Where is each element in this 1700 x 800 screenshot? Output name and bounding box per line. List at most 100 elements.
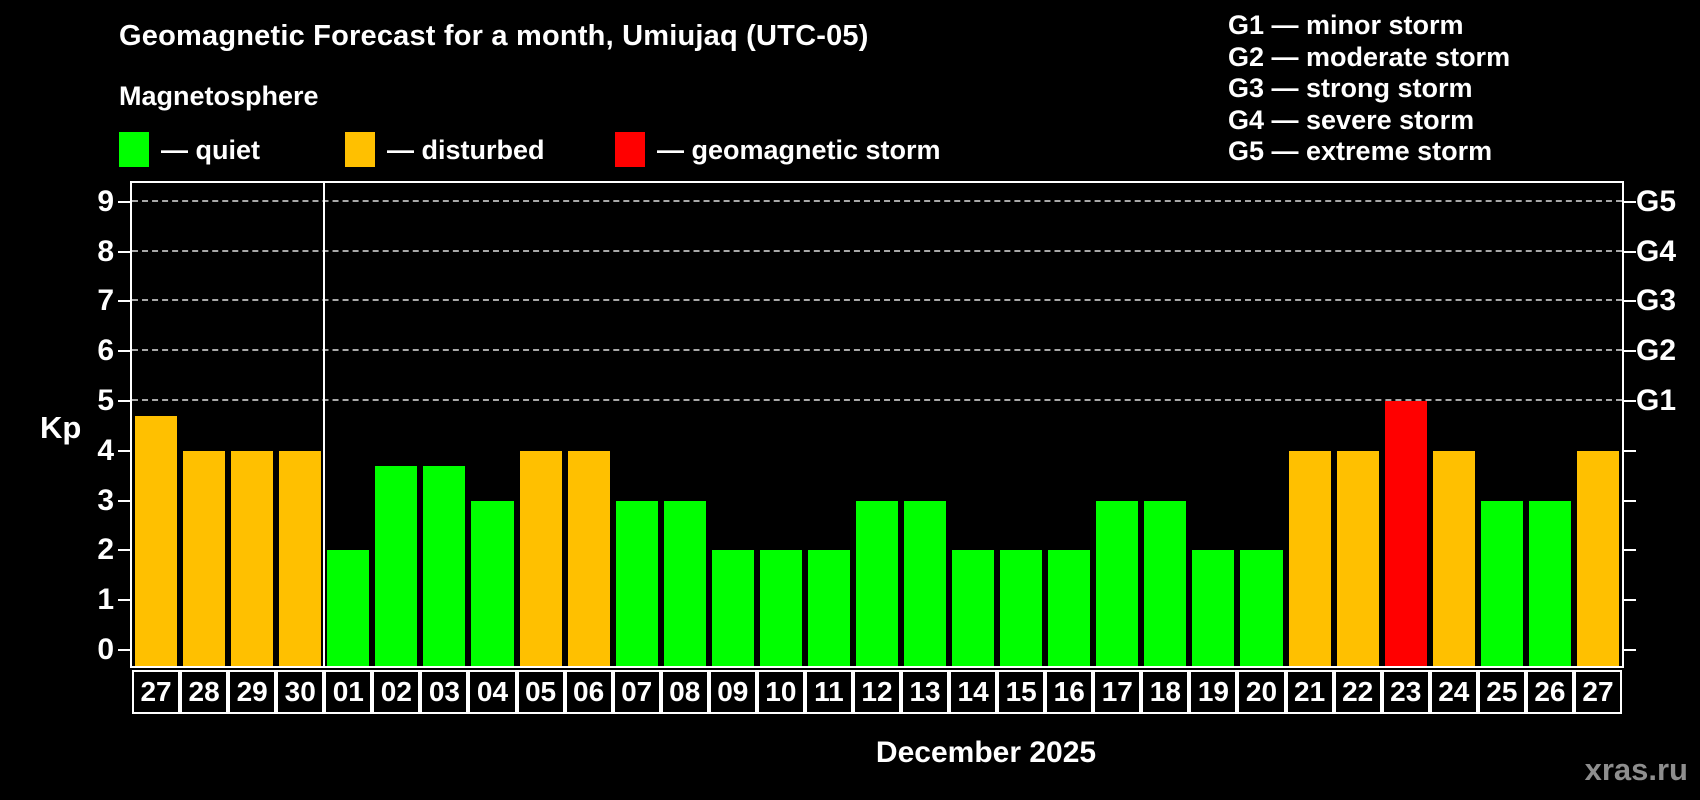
bar-day-03 [423, 465, 466, 666]
x-axis-day-labels: 27 28 29 30 01 02 03 04 05 06 07 08 09 10 11 12 13 14 15 16… [132, 670, 1624, 716]
right-axis-tick [1624, 350, 1636, 353]
bar-day-16 [1048, 550, 1091, 666]
day-label-17: 17 [1093, 670, 1142, 714]
chart-title: Geomagnetic Forecast for a month, Umiuja… [119, 20, 869, 52]
day-label-25: 25 [1477, 670, 1526, 714]
day-label-08: 08 [660, 670, 709, 714]
bar-day-22 [1336, 450, 1379, 666]
bar-day-11 [807, 550, 850, 666]
day-label-15: 15 [997, 670, 1046, 714]
month-separator-line [323, 183, 326, 666]
day-label-26: 26 [1525, 670, 1574, 714]
day-label-07: 07 [612, 670, 661, 714]
g-scale-legend: G1 — minor storm G2 — moderate storm G3 — … [1228, 10, 1510, 168]
bar-day-18 [1144, 500, 1187, 666]
gridline-kp8 [132, 249, 1622, 252]
y-tick-label-5: 5 [97, 384, 114, 417]
bar-day-02 [375, 465, 418, 666]
g-legend-line-1: G1 — minor storm [1228, 10, 1464, 40]
day-label-10: 10 [756, 670, 805, 714]
left-axis-tick [118, 300, 130, 303]
g-legend-line-4: G4 — severe storm [1228, 104, 1475, 135]
right-axis-tick [1624, 300, 1636, 303]
bar-day-20 [1240, 550, 1283, 666]
y-tick-label-6: 6 [97, 334, 114, 368]
g-axis-label-g5: G5 [1636, 184, 1677, 218]
day-label-02: 02 [372, 670, 421, 714]
day-label-29: 29 [228, 670, 277, 714]
bar-day-23 [1384, 401, 1427, 666]
day-label-11: 11 [804, 670, 853, 714]
bar-day-28 [183, 450, 226, 666]
day-label-20: 20 [1237, 670, 1286, 714]
bar-day-14 [952, 550, 995, 666]
day-label-13: 13 [901, 670, 950, 714]
day-label-03: 03 [420, 670, 469, 714]
right-axis-tick [1624, 649, 1636, 651]
bar-day-06 [567, 450, 610, 666]
y-tick-label-1: 1 [97, 583, 114, 617]
day-label-04: 04 [468, 670, 517, 714]
legend-label-storm: — geomagnetic storm [657, 135, 941, 165]
bar-day-29 [231, 450, 274, 666]
x-axis-title: December 2025 [875, 736, 1097, 769]
right-axis-tick [1624, 250, 1636, 253]
g-axis-label-g4: G4 [1636, 234, 1677, 268]
bar-day-27 [1576, 450, 1619, 666]
g-axis-label-g2: G2 [1636, 334, 1677, 368]
day-label-27: 27 [132, 670, 181, 714]
day-label-05: 05 [516, 670, 565, 714]
bar-day-15 [1000, 550, 1043, 666]
gridline-kp7 [132, 299, 1622, 302]
bar-day-24 [1432, 450, 1475, 666]
y-tick-label-0: 0 [97, 633, 114, 666]
bar-day-09 [711, 550, 754, 666]
g-axis-label-g1: G1 [1636, 384, 1677, 417]
left-axis-tick [118, 200, 130, 203]
right-axis-tick [1624, 499, 1636, 502]
y-tick-label-8: 8 [97, 234, 114, 268]
y-tick-label-9: 9 [97, 184, 114, 218]
g-legend-line-5: G5 — extreme storm [1228, 136, 1493, 166]
left-axis-tick [118, 499, 130, 502]
bar-day-25 [1480, 500, 1523, 666]
day-label-14: 14 [949, 670, 998, 714]
g-legend-line-3: G3 — strong storm [1228, 73, 1473, 103]
day-label-18: 18 [1141, 670, 1190, 714]
bar-day-27 [135, 415, 178, 666]
bar-day-12 [855, 500, 899, 666]
day-label-21: 21 [1285, 670, 1334, 714]
left-axis-tick [118, 350, 130, 353]
day-label-30: 30 [276, 670, 325, 714]
day-label-28: 28 [180, 670, 229, 714]
right-axis-tick [1624, 599, 1636, 602]
day-label-01: 01 [324, 670, 373, 714]
plot-area [118, 181, 1636, 668]
chart-subtitle: Magnetosphere [119, 81, 319, 111]
day-label-06: 06 [564, 670, 613, 714]
gridline-kp6 [132, 349, 1622, 352]
watermark-text: xras.ru [1584, 752, 1688, 787]
disturbed-color-swatch [345, 132, 375, 167]
storm-color-swatch [615, 132, 645, 167]
legend-label-quiet: — quiet [161, 135, 260, 165]
day-label-27: 27 [1573, 670, 1622, 714]
day-label-09: 09 [708, 670, 757, 714]
left-axis-tick [118, 549, 130, 552]
y-axis-title: Kp [40, 410, 82, 445]
bar-day-13 [904, 500, 947, 666]
bar-day-30 [279, 450, 322, 666]
y-tick-label-3: 3 [97, 483, 114, 517]
bar-day-05 [519, 450, 562, 666]
quiet-color-swatch [119, 132, 149, 167]
y-tick-label-4: 4 [97, 433, 114, 467]
day-label-12: 12 [852, 670, 902, 714]
day-label-24: 24 [1429, 670, 1478, 714]
bar-day-21 [1288, 450, 1331, 666]
bar-day-19 [1192, 550, 1235, 666]
right-axis-tick [1624, 449, 1636, 452]
left-axis-tick [118, 250, 130, 253]
day-label-16: 16 [1045, 670, 1094, 714]
left-axis-tick [118, 449, 130, 452]
